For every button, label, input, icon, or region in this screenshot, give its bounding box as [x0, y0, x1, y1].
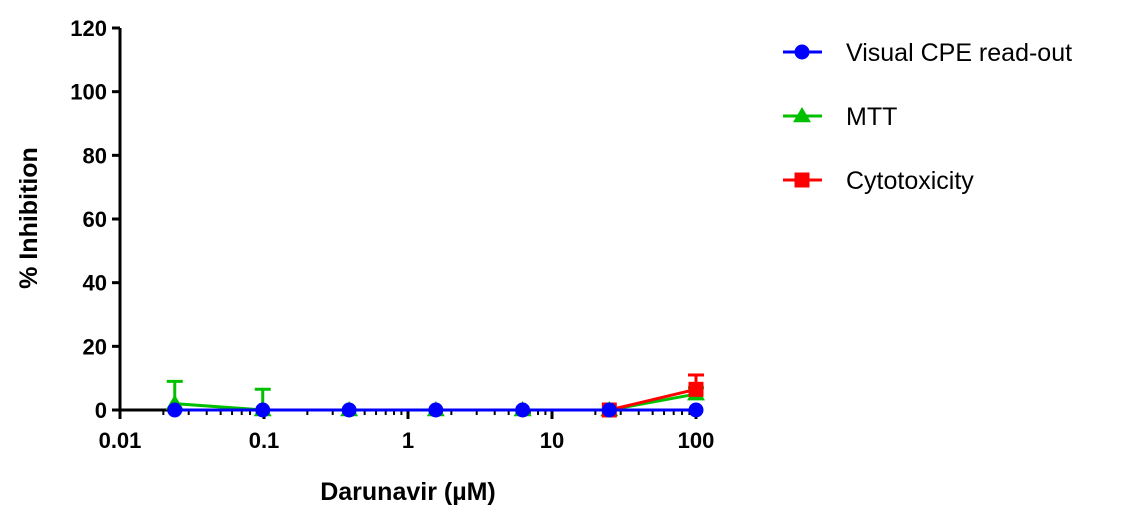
data-point: [601, 402, 617, 418]
x-tick-label: 0.1: [249, 428, 280, 453]
series-visual-cpe-read-out: [167, 402, 704, 418]
data-point: [167, 402, 183, 418]
data-point: [255, 402, 271, 418]
x-axis-label: Darunavir (µM): [320, 478, 496, 506]
x-tick-label: 10: [540, 428, 564, 453]
data-point: [341, 402, 357, 418]
legend-item: MTT: [783, 103, 897, 131]
x-tick-label: 1: [402, 428, 414, 453]
data-point: [688, 381, 704, 397]
legend-marker: [793, 107, 811, 123]
y-tick-label: 60: [83, 207, 107, 232]
y-tick-label: 40: [83, 271, 107, 296]
data-point: [688, 402, 704, 418]
legend-marker: [794, 172, 810, 188]
legend-label: Cytotoxicity: [846, 167, 974, 195]
y-tick-label: 20: [83, 334, 107, 359]
legend-label: Visual CPE read-out: [846, 39, 1072, 67]
y-tick-label: 100: [70, 80, 107, 105]
series-line: [608, 387, 697, 412]
legend-item: Cytotoxicity: [783, 167, 974, 195]
legend-label: MTT: [846, 103, 897, 131]
y-axis-label: % Inhibition: [15, 147, 43, 289]
legend-marker: [794, 44, 810, 60]
data-point: [428, 402, 444, 418]
data-point: [515, 402, 531, 418]
y-tick-label: 120: [70, 16, 107, 41]
legend: Visual CPE read-out MTT Cytotoxicity: [783, 39, 1072, 195]
legend-item: Visual CPE read-out: [783, 39, 1072, 67]
y-tick-label: 0: [95, 398, 107, 423]
y-tick-label: 80: [83, 143, 107, 168]
series-layer: [165, 373, 705, 418]
x-tick-label: 0.01: [99, 428, 142, 453]
x-tick-label: 100: [678, 428, 715, 453]
axes: 0 20 40 60 80 100 120 0.01 0.1 1 10 100: [70, 16, 714, 453]
